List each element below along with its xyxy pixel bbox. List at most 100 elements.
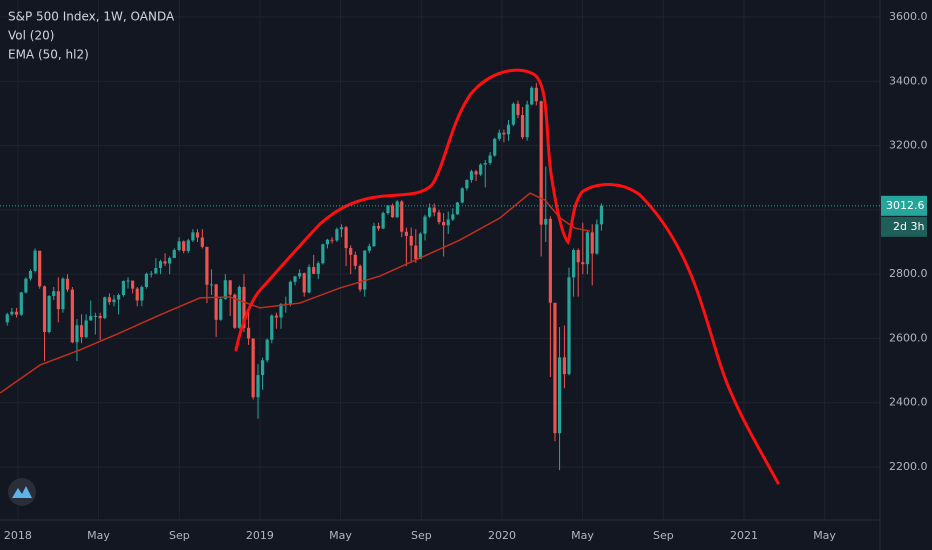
candle-body [427,207,432,217]
candle-body [177,241,181,251]
candle-body [381,213,385,229]
candle-body [251,338,255,398]
candle-body [70,289,74,343]
candle-body [344,227,348,249]
candle-body [149,273,153,275]
y-tick-label: 3600.0 [889,10,928,23]
candle-body [349,248,353,255]
candle-body [293,276,297,282]
candle-body [214,284,218,320]
candle-body [75,325,79,343]
x-tick-label: 2020 [488,529,516,542]
candle-body [163,261,167,264]
candle-body [358,265,362,290]
candle-body [135,288,139,301]
candle-body [279,304,283,318]
candle-body [386,205,390,214]
candle-body [242,286,246,328]
candle-body [516,103,520,116]
candle-body [5,314,9,323]
candle-body [89,315,93,321]
last-price-box [881,195,927,216]
logo[interactable] [8,478,36,506]
candle-body [562,357,567,375]
y-tick-label: 2800.0 [889,267,928,280]
x-tick-label: May [87,529,110,542]
candle-body [52,291,56,296]
x-tick-label: May [571,529,594,542]
x-tick-label: 2018 [4,529,32,542]
candle-body [395,201,399,218]
candle-body [312,267,316,274]
countdown-box [881,216,927,237]
candle-body [65,278,70,290]
candle-body [270,315,274,340]
candle-body [451,214,455,220]
candle-body [576,250,580,263]
candle-body [530,87,534,105]
candle-body [14,311,19,315]
candle-body [353,254,357,266]
y-tick-label: 2400.0 [889,396,928,409]
candle-body [246,327,251,339]
candle-body [483,162,487,165]
grid [0,0,880,520]
logo-icon [12,486,32,498]
candle-body [33,250,37,271]
candle-body [28,270,33,279]
candle-body [172,250,176,259]
candle-body [56,291,60,310]
candle-body [488,155,492,163]
candle-body [567,277,571,375]
candle-body [219,298,223,320]
candle-body [103,297,107,319]
candle-body [442,222,446,226]
candle-body [585,232,589,265]
x-tick-label: 2021 [730,529,758,542]
candle-body [112,299,116,303]
candle-body [321,244,325,264]
hand-drawn-annotation [234,68,780,485]
candle-body [599,205,604,225]
candle-body [79,325,84,338]
candle-body [423,216,427,234]
candle-body [539,101,543,225]
y-tick-label: 2600.0 [889,331,928,344]
candle-body [409,235,413,246]
candle-body [557,357,562,434]
candle-body [24,278,28,293]
candle-body [404,231,408,236]
candle-body [288,281,293,304]
candle-body [544,218,548,225]
candle-body [400,201,404,232]
last-price-label: 3012.6 [886,199,925,212]
candle-body [502,132,506,135]
candle-body [209,284,214,286]
candle-body [168,258,172,264]
candle-body [479,164,483,175]
candle-body [47,295,51,332]
candle-body [140,286,144,301]
candle-body [455,202,460,215]
candle-body [154,268,158,274]
x-tick-label: 2019 [246,529,274,542]
candle-body [325,239,330,245]
candle-body [274,315,278,318]
legend-indicator: EMA (50, hl2) [8,48,89,62]
candle-body [107,297,111,303]
candle-body [38,250,42,287]
candle-body [191,232,195,241]
candles [0,82,604,471]
candle-body [474,171,478,175]
candle-body [182,241,186,252]
candle-body [335,229,339,241]
candle-body [446,219,450,226]
candle-body [437,212,441,223]
candle-body [432,207,436,213]
candle-body [228,280,232,295]
candle-body [144,273,149,287]
candle-body [186,240,190,252]
candle-body [265,339,269,361]
candle-body [460,188,464,203]
candle-body [298,273,302,277]
